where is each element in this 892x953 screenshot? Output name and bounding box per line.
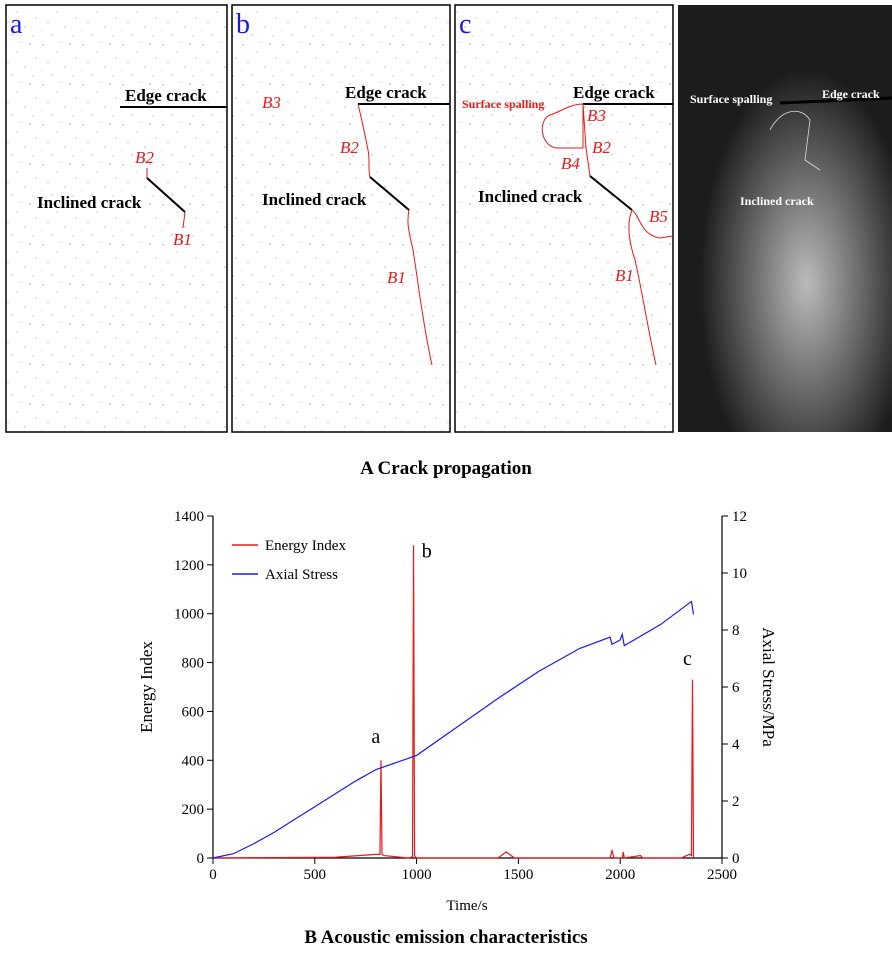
panel-a: a Edge crack B2 Inclined crack B1 xyxy=(5,4,228,433)
label: B5 xyxy=(649,207,668,226)
panel-b: b Edge crack B3 B2 Inclined crack B1 xyxy=(231,4,451,433)
y2-tick-label: 4 xyxy=(732,737,740,753)
x-tick-label: 500 xyxy=(304,867,327,883)
label: B1 xyxy=(615,266,634,285)
y2-tick-label: 2 xyxy=(732,794,740,810)
label: Edge crack xyxy=(125,86,207,105)
label: Edge crack xyxy=(822,87,880,101)
legend-label: Axial Stress xyxy=(265,567,338,583)
y-axis-label: Energy Index xyxy=(137,641,156,733)
y2-tick-label: 6 xyxy=(732,680,740,696)
y-tick-label: 800 xyxy=(182,656,205,672)
y-tick-label: 1000 xyxy=(174,607,204,623)
legend-label: Energy Index xyxy=(265,538,346,554)
panel-letter: a xyxy=(10,9,23,40)
label: Inclined crack xyxy=(740,194,814,208)
y-tick-label: 1400 xyxy=(174,509,204,525)
label: B1 xyxy=(173,230,192,249)
label: Inclined crack xyxy=(478,187,583,206)
y2-axis-label: Axial Stress/MPa xyxy=(759,627,778,747)
y-tick-label: 0 xyxy=(197,851,205,867)
label: B1 xyxy=(387,268,406,287)
label: Edge crack xyxy=(345,83,427,102)
photo: Surface spalling Edge crack Inclined cra… xyxy=(678,5,892,432)
y-tick-label: 400 xyxy=(182,753,205,769)
panel-letter: b xyxy=(236,9,250,40)
label: Surface spalling xyxy=(462,97,544,111)
y-tick-label: 1200 xyxy=(174,558,204,574)
annotation: b xyxy=(422,541,432,563)
y-tick-label: 600 xyxy=(182,704,205,720)
y2-tick-label: 12 xyxy=(732,509,747,525)
label: B3 xyxy=(587,106,606,125)
series-line xyxy=(212,600,695,859)
label: Surface spalling xyxy=(690,92,772,106)
label: B3 xyxy=(262,93,281,112)
label: Inclined crack xyxy=(37,193,142,212)
panel-letter: c xyxy=(459,9,471,40)
annotation: c xyxy=(683,648,692,670)
series-line xyxy=(212,545,695,859)
x-axis-label: Time/s xyxy=(446,898,487,914)
x-tick-label: 2000 xyxy=(605,867,635,883)
label: B2 xyxy=(592,138,611,157)
label: Inclined crack xyxy=(262,190,367,209)
x-tick-label: 0 xyxy=(209,867,217,883)
caption: B Acoustic emission characteristics xyxy=(304,927,587,948)
x-tick-label: 2500 xyxy=(707,867,737,883)
panel-c: c Surface spalling Edge crack B3 B2 B4 I… xyxy=(454,4,674,433)
annotation: a xyxy=(371,726,380,748)
y2-tick-label: 8 xyxy=(732,623,740,639)
x-tick-label: 1000 xyxy=(402,867,432,883)
y-tick-label: 200 xyxy=(182,802,205,818)
label: B2 xyxy=(340,138,359,157)
label: B2 xyxy=(135,148,154,167)
caption: A Crack propagation xyxy=(360,458,532,479)
label: Edge crack xyxy=(573,83,655,102)
y2-tick-label: 10 xyxy=(732,566,747,582)
y2-tick-label: 0 xyxy=(732,851,740,867)
label: B4 xyxy=(561,154,580,173)
x-tick-label: 1500 xyxy=(503,867,533,883)
